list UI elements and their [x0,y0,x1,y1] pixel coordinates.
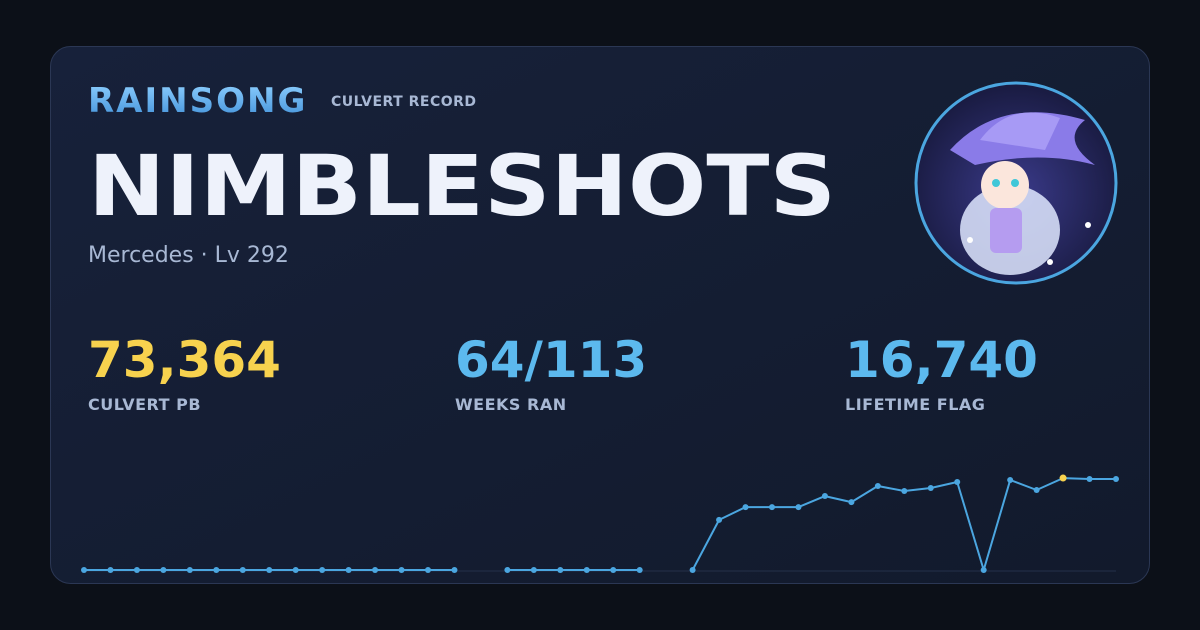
sparkline-point [795,504,802,511]
sparkline-point [345,567,352,573]
sparkline-point [821,493,828,500]
sparkline-point [213,567,220,573]
sparkline-point [980,567,987,573]
sparkline-point [954,479,961,486]
stat-value: 64/113 [455,331,647,389]
sparkline-point [557,567,564,573]
sparkline-point [1113,476,1119,483]
sparkline-point [504,567,511,573]
sparkline-point [1007,477,1014,484]
stats: 73,364 CULVERT PB 64/113 WEEKS RAN 16,740 LIF… [88,331,1038,414]
sparkline-point [107,567,114,573]
stat-label: LIFETIME FLAG [845,395,985,414]
avatar-ring [914,81,1118,285]
character-name: NIMBLESHOTS [88,137,836,235]
sparkline-point [848,499,855,506]
stat-value: 16,740 [845,331,1038,389]
sparkline-point [186,567,193,573]
record-label: CULVERT RECORD [331,94,477,110]
avatar [917,84,1115,282]
sparkline-point [742,504,749,511]
sparkline-point [716,516,723,523]
sparkline-point [372,567,379,573]
sparkline-best-point [1059,474,1067,482]
sparkline-point [319,567,326,573]
stat-label: WEEKS RAN [455,395,567,414]
sparkline-point [133,567,140,573]
sparkline-point [530,567,537,573]
character-subtitle: Mercedes · Lv 292 [88,243,289,268]
sparkline-point [266,567,273,573]
sparkline-point [927,485,934,492]
sparkline-point [81,567,87,573]
stat-label: CULVERT PB [88,395,201,414]
sparkline-point [398,567,405,573]
guild-name: RAINSONG [88,81,307,121]
stat-value: 73,364 [88,331,281,389]
sparkline-point [292,567,299,573]
sparkline-point [901,488,908,495]
sparkline [81,474,1119,573]
sparkline-point [239,567,246,573]
sparkline-point [451,567,458,573]
sparkline-point [636,567,643,573]
sparkline-point [583,567,590,573]
sparkline-point [160,567,167,573]
card [50,46,1150,584]
sparkline-point [1086,476,1093,483]
sparkline-point [1033,487,1040,494]
sparkline-point [874,483,881,490]
sparkline-point [610,567,617,573]
sparkline-point [689,567,696,573]
sparkline-point [769,504,775,511]
sparkline-point [425,567,431,573]
